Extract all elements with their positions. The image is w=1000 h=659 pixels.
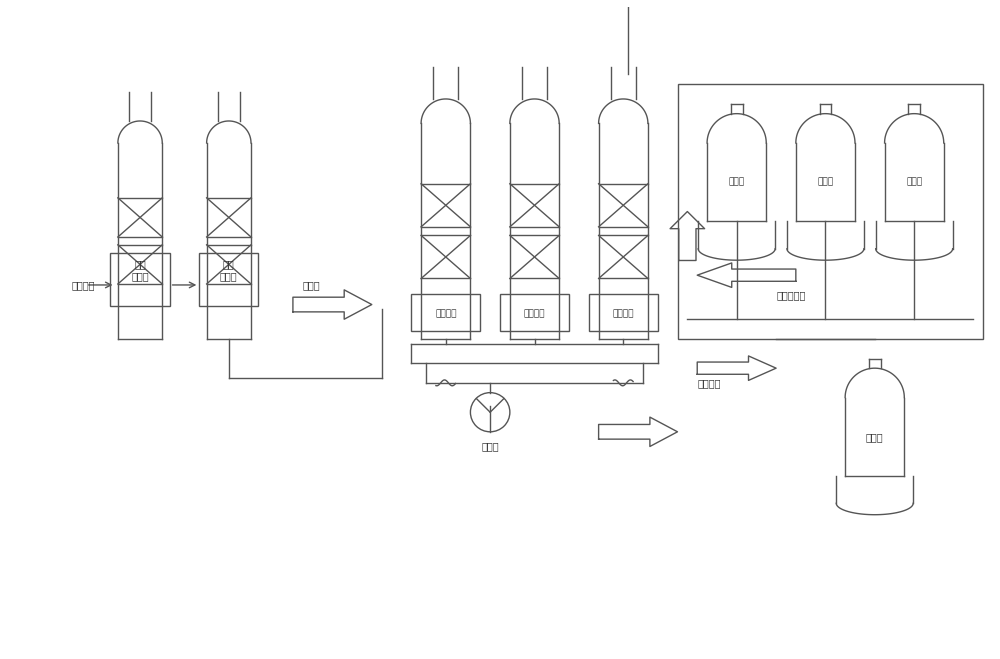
Text: 配碱釜: 配碱釜: [729, 178, 745, 186]
Text: 碱吸收塔: 碱吸收塔: [435, 310, 457, 319]
Text: 碱吸收塔: 碱吸收塔: [613, 310, 634, 319]
Text: 氮氧化物: 氮氧化物: [71, 280, 95, 290]
Text: 尾气
吸收塔: 尾气 吸收塔: [131, 260, 149, 281]
Text: 碱吸收塔: 碱吸收塔: [524, 310, 545, 319]
Text: 去碱吸收塔: 去碱吸收塔: [776, 290, 805, 300]
Text: 主要匆: 主要匆: [303, 280, 320, 290]
Text: 到蜗发器: 到蜗发器: [697, 378, 721, 388]
Text: 输料泵: 输料泵: [481, 442, 499, 451]
Text: 蜗发器: 蜗发器: [866, 432, 884, 442]
Text: 尾气
吸收塔: 尾气 吸收塔: [220, 260, 238, 281]
Text: 配碱釜: 配碱釜: [817, 178, 833, 186]
Text: 配碱釜: 配碱釜: [906, 178, 922, 186]
